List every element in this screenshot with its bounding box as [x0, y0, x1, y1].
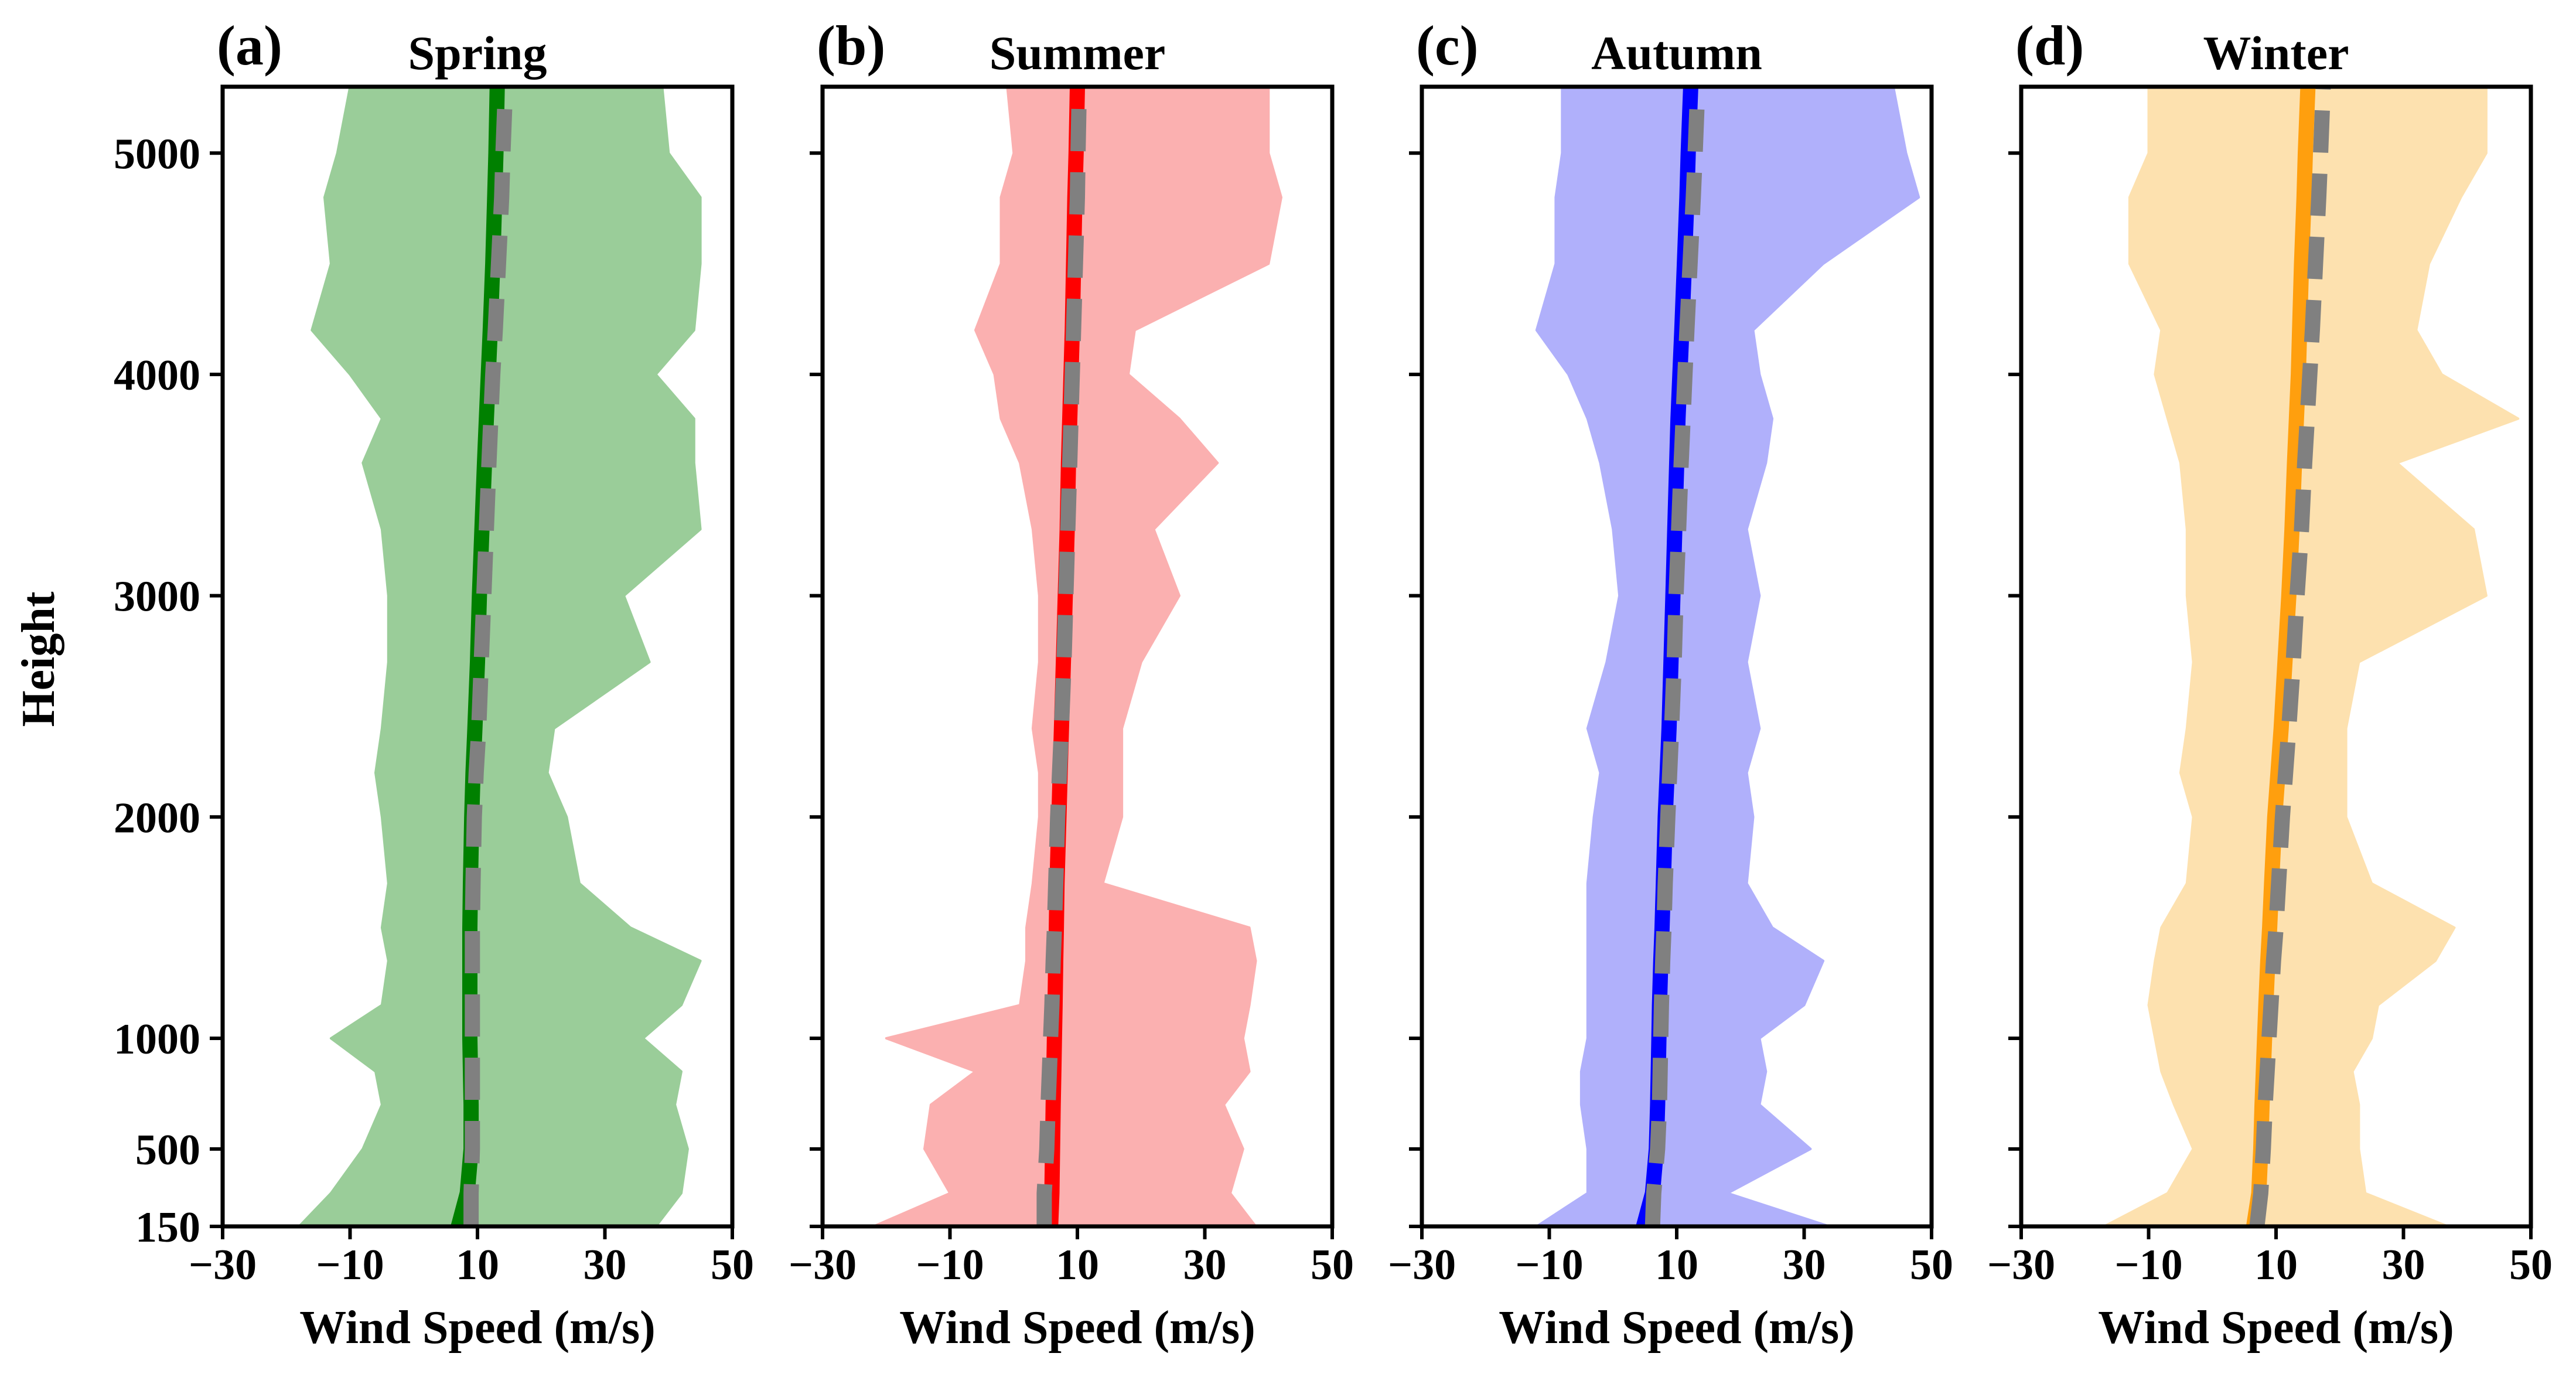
fitted-profile-line: [1036, 86, 1087, 1226]
x-tick-label: −30: [189, 1241, 257, 1289]
y-tick-label: 500: [135, 1126, 200, 1174]
x-tick-label: 50: [1311, 1241, 1354, 1289]
x-tick-label: −10: [916, 1241, 984, 1289]
x-tick-label: −10: [316, 1241, 384, 1289]
panel-tag: (d): [2015, 14, 2084, 77]
x-tick-label: −10: [1515, 1241, 1583, 1289]
panel-spring: −30 −10 10 30 50 150 500 1000 2000 3000 4000 5000 Wi…: [114, 14, 754, 1354]
x-tick-label: 30: [584, 1241, 627, 1289]
panel-autumn: −30 −10 10 30 50 Wind Speed (m/s) (c) Autumn: [1388, 14, 1953, 1354]
x-tick-label: 30: [2382, 1241, 2425, 1289]
panel-tag: (a): [217, 14, 282, 77]
panel-title: Winter: [2203, 26, 2349, 80]
x-tick-label: 30: [1183, 1241, 1227, 1289]
x-tick-label: 50: [2509, 1241, 2553, 1289]
y-tick-label: 3000: [114, 573, 200, 621]
x-axis-label: Wind Speed (m/s): [299, 1302, 656, 1354]
y-tick-label: 4000: [114, 352, 200, 400]
x-tick-label: −30: [1388, 1241, 1456, 1289]
x-tick-label: −10: [2114, 1241, 2182, 1289]
x-tick-label: 10: [456, 1241, 499, 1289]
y-tick-label: 2000: [114, 794, 200, 842]
y-tick-label: 5000: [114, 130, 200, 178]
panel-tag: (c): [1416, 14, 1479, 77]
x-tick-label: 10: [1655, 1241, 1698, 1289]
x-axis-label: Wind Speed (m/s): [899, 1302, 1255, 1354]
x-tick-label: 10: [1056, 1241, 1099, 1289]
panel-winter: −30 −10 10 30 50 Wind Speed (m/s) (d) Winter: [1987, 14, 2553, 1354]
fitted-profile-line: [463, 86, 513, 1226]
panel-title: Spring: [408, 26, 547, 80]
x-axis-label: Wind Speed (m/s): [2098, 1302, 2454, 1354]
x-tick-label: 50: [1910, 1241, 1953, 1289]
y-tick-label: 150: [135, 1204, 200, 1252]
panel-title: Summer: [990, 26, 1166, 80]
panel-summer: −30 −10 10 30 50 Wind Speed (m/s) (b) Summer: [789, 14, 1354, 1354]
y-axis-label: Height: [13, 591, 64, 727]
x-tick-label: −30: [789, 1241, 857, 1289]
y-tick-label: 1000: [114, 1015, 200, 1064]
fitted-profile-line: [1644, 86, 1705, 1227]
x-tick-label: 30: [1783, 1241, 1826, 1289]
range-area: [1535, 86, 1920, 1228]
panel-title: Autumn: [1591, 26, 1762, 80]
x-axis-label: Wind Speed (m/s): [1499, 1302, 1855, 1354]
fitted-profile-line: [2249, 86, 2331, 1228]
x-tick-label: −30: [1987, 1241, 2055, 1289]
panel-tag: (b): [817, 14, 885, 77]
x-tick-label: 10: [2254, 1241, 2298, 1289]
x-tick-label: 50: [711, 1241, 754, 1289]
